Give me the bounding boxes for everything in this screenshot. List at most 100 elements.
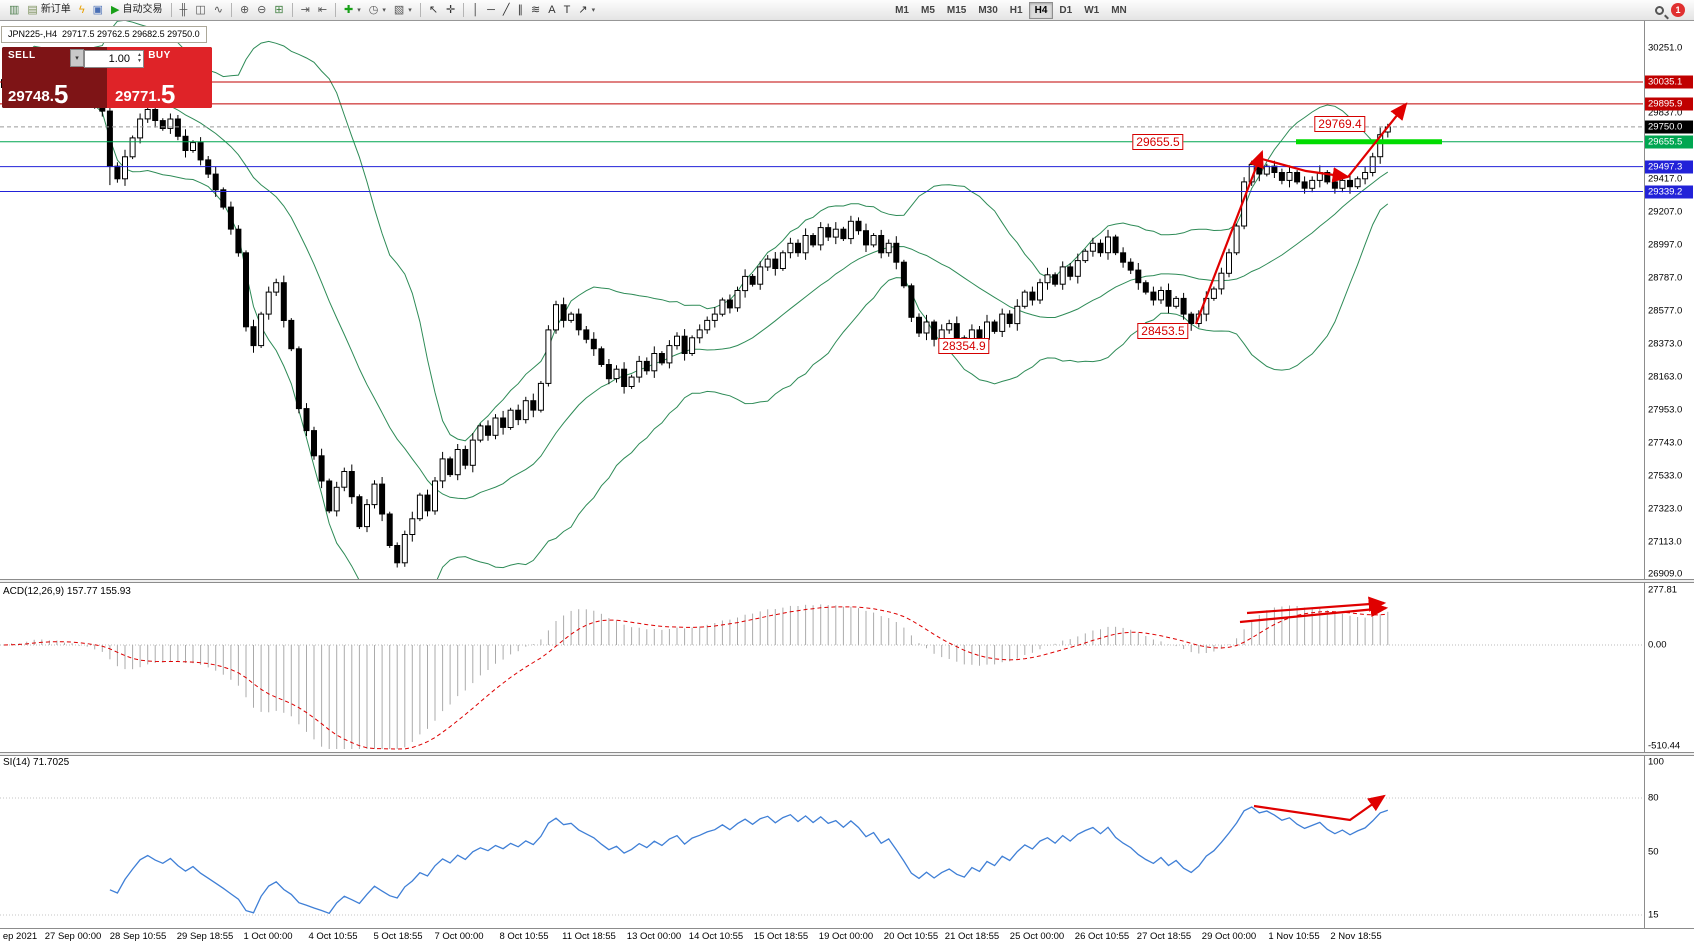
toolbar-separator — [463, 3, 465, 17]
trendline-icon: ╱ — [502, 3, 510, 16]
line-chart-button[interactable]: ∿ — [210, 2, 227, 19]
chevron-down-icon: ▾ — [408, 6, 412, 14]
toolbar: ▥ ▤ 新订单 ϟ ▣ ▶ 自动交易 ╫ ◫ ∿ ⊕ ⊖ ⊞ ⇥ ⇤ ✚ ▾ ◷ ▾ ▧ ▾ ↖ ✛ │ ─ ╱ ∥ ≋ A T ↗ ▾ M1… — [0, 0, 1694, 21]
trend-arrow[interactable] — [1347, 102, 1408, 178]
expert-advisors-icon: ▶ — [111, 3, 120, 16]
line-chart-icon: ∿ — [213, 3, 223, 16]
bar-chart-button[interactable]: ╫ — [176, 2, 192, 19]
crosshair-icon: ✛ — [446, 3, 456, 16]
toolbar-separator — [230, 3, 232, 17]
candlestick-series — [1, 48, 1391, 568]
trend-arrow[interactable] — [1261, 157, 1351, 183]
arrows-tool-button[interactable]: ↗ ▾ — [574, 2, 599, 19]
lot-increase-button[interactable]: ▲ — [137, 52, 142, 58]
one-click-trading-panel: SELL 29748.5 BUY 29771.5 ▾ ▲▼ — [2, 47, 212, 108]
autotrading-status-icon[interactable]: ϟ — [75, 2, 89, 19]
horizontal-line-button[interactable]: ─ — [483, 2, 499, 19]
rsi-panel-plot — [0, 794, 1643, 916]
text-label-button[interactable]: T — [560, 2, 575, 19]
timeframe-button-m30[interactable]: M30 — [978, 4, 998, 16]
crosshair-button[interactable]: ✛ — [442, 2, 459, 19]
tile-windows-button[interactable]: ⊞ — [270, 2, 287, 19]
text-button[interactable]: A — [544, 2, 559, 19]
timeframe-button-h1[interactable]: H1 — [1009, 4, 1023, 16]
chart-shift-button[interactable]: ⇤ — [314, 2, 331, 19]
trendline-button[interactable]: ╱ — [499, 2, 514, 19]
lot-size-input[interactable] — [84, 50, 144, 68]
timeframe-button-m5[interactable]: M5 — [920, 4, 935, 16]
zoom-in-icon: ⊕ — [239, 3, 250, 16]
trend-arrow[interactable] — [1246, 596, 1387, 615]
time-axis-separator — [0, 928, 1694, 929]
arrows-tool-icon: ↗ — [578, 3, 588, 16]
candlestick-chart-icon: ◫ — [195, 3, 206, 16]
autotrading-status-icon-icon: ϟ — [78, 3, 85, 16]
auto-scroll-button[interactable]: ⇥ — [297, 2, 314, 19]
cursor-button[interactable]: ↖ — [425, 2, 442, 19]
vertical-line-icon: │ — [472, 3, 480, 16]
notification-badge[interactable]: 1 — [1671, 3, 1685, 17]
macd-signal-line — [3, 606, 1388, 750]
lot-dropdown-button[interactable]: ▾ — [70, 49, 84, 67]
tile-windows-icon: ⊞ — [274, 3, 284, 16]
timeframe-button-d1[interactable]: D1 — [1059, 4, 1073, 16]
search-icon[interactable] — [1655, 5, 1664, 15]
fibonacci-button[interactable]: ≋ — [527, 2, 544, 19]
candlestick-chart-button[interactable]: ◫ — [191, 2, 209, 19]
macd-histogram — [11, 604, 1389, 749]
toolbar-separator — [291, 3, 293, 17]
toolbar-buttons: ▥ ▤ 新订单 ϟ ▣ ▶ 自动交易 ╫ ◫ ∿ ⊕ ⊖ ⊞ ⇥ ⇤ ✚ ▾ ◷ ▾ ▧ ▾ ↖ ✛ │ ─ ╱ ∥ ≋ A T ↗ ▾ — [5, 2, 599, 19]
buy-button[interactable]: BUY 29771. 5 — [107, 47, 212, 108]
zoom-out-icon: ⊖ — [257, 3, 267, 16]
new-order-button-label: 新订单 — [40, 4, 71, 15]
lot-decrease-button[interactable]: ▼ — [137, 58, 142, 64]
periods-button[interactable]: ◷ ▾ — [365, 2, 390, 19]
expert-advisors-button-label: 自动交易 — [122, 4, 163, 15]
rsi-indicator-label: SI(14) 71.7025 — [3, 757, 70, 768]
timeframe-button-w1[interactable]: W1 — [1084, 4, 1100, 16]
lot-spinner: ▲ ▼ — [137, 52, 142, 64]
timeframe-button-m15[interactable]: M15 — [946, 4, 967, 16]
bollinger-lower-band — [3, 79, 1389, 579]
profiles-button[interactable]: ▣ — [89, 2, 107, 19]
chart-title-tab[interactable]: JPN225-,H4 29717.5 29762.5 29682.5 29750… — [1, 26, 207, 43]
sell-label: SELL — [8, 50, 36, 61]
bid-price: 29748. 5 — [8, 79, 69, 109]
rsi-line — [109, 806, 1389, 915]
panel-divider[interactable] — [0, 579, 1694, 583]
toolbar-separator — [170, 3, 172, 17]
chevron-down-icon: ▾ — [591, 6, 596, 14]
ask-price: 29771. 5 — [115, 79, 176, 109]
main-chart-plot — [0, 21, 1643, 579]
bar-chart-icon: ╫ — [179, 3, 188, 16]
templates-button[interactable]: ▧ ▾ — [390, 2, 416, 19]
timeframe-button-m1[interactable]: M1 — [895, 4, 909, 16]
channel-button[interactable]: ∥ — [514, 2, 528, 19]
bollinger-middle-band — [3, 65, 1389, 500]
zoom-in-button[interactable]: ⊕ — [236, 2, 253, 19]
chart-shift-icon: ⇤ — [317, 3, 328, 16]
vertical-line-button[interactable]: │ — [468, 2, 483, 19]
auto-scroll-icon: ⇥ — [300, 3, 310, 16]
profiles-icon: ▣ — [92, 3, 104, 16]
timeframe-button-h4[interactable]: H4 — [1028, 1, 1054, 19]
indicators-button[interactable]: ✚ ▾ — [340, 2, 365, 19]
trend-arrow[interactable] — [1194, 149, 1264, 325]
channel-icon: ∥ — [517, 3, 524, 16]
trend-arrow[interactable] — [1239, 601, 1389, 624]
text-icon: A — [548, 3, 556, 16]
zoom-out-button[interactable]: ⊖ — [253, 2, 270, 19]
toolbar-right: 1 — [1655, 3, 1689, 17]
timeframe-button-mn[interactable]: MN — [1111, 4, 1127, 16]
new-order-icon: ▤ — [27, 3, 38, 16]
toolbar-separator — [419, 3, 421, 17]
macd-panel-plot — [0, 596, 1643, 750]
panel-divider[interactable] — [0, 752, 1694, 756]
new-order-button[interactable]: ▤ 新订单 — [23, 2, 74, 19]
expert-advisors-button[interactable]: ▶ 自动交易 — [107, 2, 166, 19]
text-label-icon: T — [563, 3, 571, 16]
trend-arrow[interactable] — [1253, 794, 1386, 822]
new-chart-button[interactable]: ▥ — [5, 2, 23, 19]
cursor-icon: ↖ — [428, 3, 439, 16]
